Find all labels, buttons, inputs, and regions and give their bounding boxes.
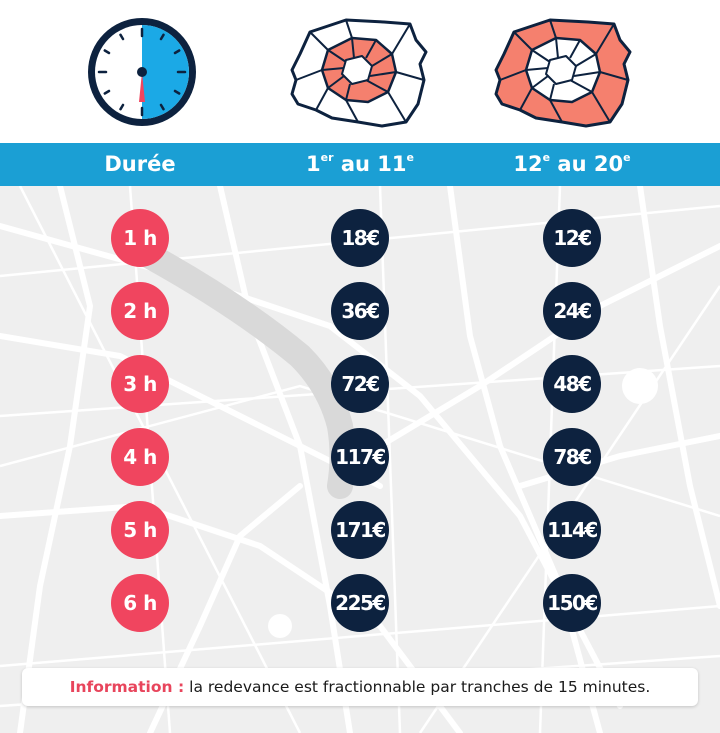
duration-badge: 6 h [111, 574, 169, 632]
duration-badge: 2 h [111, 282, 169, 340]
table-header: Durée 1er au 11e 12e au 20e [0, 143, 720, 186]
price-zone-1-11: 117€ [331, 428, 389, 486]
paris-map-outer-icon [492, 14, 634, 134]
header-zone-12-20: 12e au 20e [513, 151, 631, 176]
price-zone-12-20: 78€ [543, 428, 601, 486]
price-zone-12-20: 150€ [543, 574, 601, 632]
duration-badge: 1 h [111, 209, 169, 267]
header-zone-1-11: 1er au 11e [306, 151, 414, 176]
duration-badge: 4 h [111, 428, 169, 486]
header-duration: Durée [104, 152, 176, 176]
price-zone-12-20: 24€ [543, 282, 601, 340]
info-box: Information : la redevance est fractionn… [22, 668, 698, 706]
price-zone-1-11: 171€ [331, 501, 389, 559]
price-zone-1-11: 36€ [331, 282, 389, 340]
info-label: Information : [69, 678, 185, 696]
paris-map-center-icon [288, 14, 430, 134]
price-zone-12-20: 114€ [543, 501, 601, 559]
icon-bar [0, 0, 720, 143]
price-zone-1-11: 18€ [331, 209, 389, 267]
price-zone-12-20: 12€ [543, 209, 601, 267]
duration-badge: 3 h [111, 355, 169, 413]
price-zone-1-11: 72€ [331, 355, 389, 413]
info-text: la redevance est fractionnable par tranc… [189, 678, 651, 696]
duration-badge: 5 h [111, 501, 169, 559]
clock-icon [84, 14, 200, 134]
price-zone-12-20: 48€ [543, 355, 601, 413]
price-zone-1-11: 225€ [331, 574, 389, 632]
